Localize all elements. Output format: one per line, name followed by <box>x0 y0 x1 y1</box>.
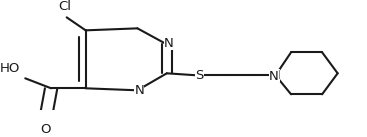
Text: S: S <box>195 69 204 82</box>
Text: Cl: Cl <box>58 0 72 13</box>
Text: HO: HO <box>0 62 20 75</box>
Text: N: N <box>134 84 144 97</box>
Text: N: N <box>270 69 280 82</box>
Text: N: N <box>269 70 279 83</box>
Text: O: O <box>41 123 51 136</box>
Text: N: N <box>164 37 173 50</box>
